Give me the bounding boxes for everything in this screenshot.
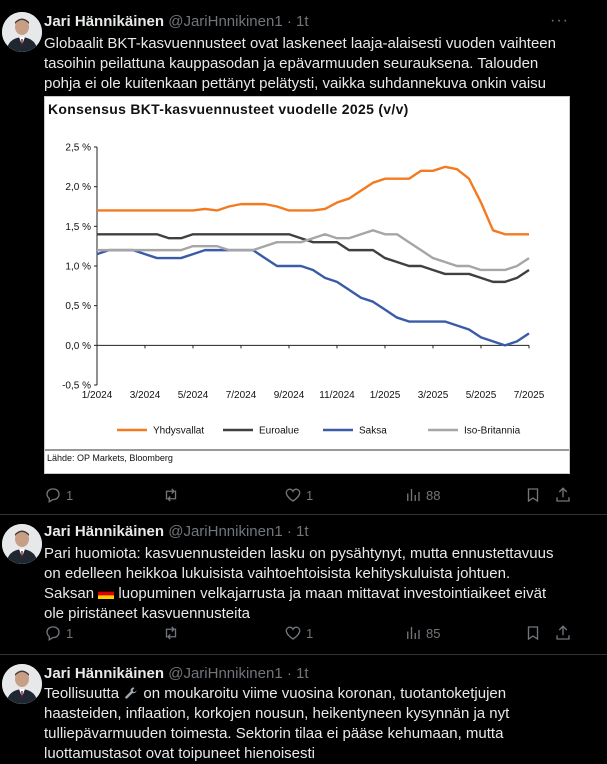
tweet-text: Teollisuutta on moukaroitu viime vuosina… [44,684,564,764]
y-tick-label: 2,5 % [65,143,91,154]
x-tick-label: 3/2025 [418,390,449,401]
views-button[interactable]: 85 [404,624,440,642]
legend-label: Saksa [359,426,387,437]
y-tick-label: 0,5 % [65,301,91,312]
timestamp[interactable]: · 1t [286,523,309,540]
avatar[interactable] [2,12,42,52]
reply-icon [46,626,60,641]
y-tick-label: 1,0 % [65,262,91,273]
views-icon [407,489,420,501]
x-tick-label: 7/2025 [514,390,545,401]
bookmark-button[interactable] [524,486,542,504]
x-tick-label: 5/2025 [466,390,497,401]
series-line-3 [97,229,530,272]
repost-button[interactable] [162,486,184,504]
bookmark-icon [527,626,539,641]
series-line-0 [97,165,529,236]
series-line-1 [97,233,530,284]
tweet-text-part: Teollisuutta [44,685,120,702]
x-tick-label: 5/2024 [178,390,209,401]
germany-flag-icon [98,588,115,599]
chart-image[interactable]: Konsensus BKT-kasvuennusteet vuodelle 20… [44,96,570,474]
avatar[interactable] [2,524,42,564]
x-tick-label: 7/2024 [226,390,257,401]
tweet-text: Pari huomiota: kasvuennusteiden lasku on… [44,544,564,624]
repost-icon [165,626,177,640]
views-icon [407,627,420,639]
chart-title: Konsensus BKT-kasvuennusteet vuodelle 20… [48,101,409,117]
views-button[interactable]: 88 [404,486,440,504]
tweet[interactable]: Jari Hännikäinen @JariHnnikinen1 · 1t Pa… [0,514,607,655]
share-button[interactable] [554,486,572,504]
more-options-icon[interactable]: ··· [550,12,569,29]
like-button[interactable]: 1 [284,624,313,642]
tweet-text: Globaalit BKT-kasvuennusteet ovat lasken… [44,35,556,92]
tweet[interactable]: Jari Hännikäinen @JariHnnikinen1 · 1t Te… [0,654,607,762]
person-avatar-icon [2,12,42,52]
person-avatar-icon [2,664,42,704]
legend-label: Iso-Britannia [464,426,521,437]
reply-icon [46,488,60,503]
x-tick-label: 1/2024 [82,390,113,401]
x-tick-label: 3/2024 [130,390,161,401]
tweet-text-part: Pari huomiota: kasvuennusteiden lasku on… [44,545,554,602]
y-tick-label: -0,5 % [62,381,91,392]
legend-label: Euroalue [259,426,299,437]
author-name[interactable]: Jari Hännikäinen [44,665,165,682]
y-tick-label: 2,0 % [65,182,91,193]
reply-button[interactable]: 1 [44,624,73,642]
legend-label: Yhdysvallat [153,426,204,437]
repost-icon [165,488,177,502]
bookmark-button[interactable] [524,624,542,642]
repost-button[interactable] [162,624,184,642]
y-tick-label: 0,0 % [65,341,91,352]
tweet-text-part: luopuminen velkajarrusta ja maan mittava… [44,585,547,622]
avatar[interactable] [2,664,42,704]
author-handle[interactable]: @JariHnnikinen1 [168,665,283,682]
x-tick-label: 11/2024 [319,390,355,401]
x-tick-label: 1/2025 [370,390,401,401]
heart-icon [285,488,301,502]
author-handle[interactable]: @JariHnnikinen1 [168,523,283,540]
person-avatar-icon [2,524,42,564]
tweet[interactable]: Jari Hännikäinen @JariHnnikinen1 · 1t ··… [0,0,607,515]
timestamp[interactable]: · 1t [286,13,309,30]
reply-count: 1 [66,625,74,641]
y-tick-label: 1,5 % [65,222,91,233]
reply-button[interactable]: 1 [44,486,73,504]
x-tick-label: 9/2024 [274,390,305,401]
chart-source: Lähde: OP Markets, Bloomberg [47,453,173,463]
series-line-2 [96,248,530,347]
author-name[interactable]: Jari Hännikäinen [44,523,165,540]
like-count: 1 [306,625,314,641]
author-handle[interactable]: @JariHnnikinen1 [168,13,283,30]
share-button[interactable] [554,624,572,642]
bookmark-icon [527,488,539,503]
line-chart: 2,5 %2,0 %1,5 %1,0 %0,5 %0,0 %-0,5 %1/20… [45,143,569,451]
view-count: 88 [426,487,441,503]
author-name[interactable]: Jari Hännikäinen [44,13,165,30]
view-count: 85 [426,625,441,641]
share-icon [556,487,570,502]
timestamp[interactable]: · 1t [286,665,309,682]
heart-icon [285,626,301,640]
reply-count: 1 [66,487,74,503]
wrench-icon [125,687,137,699]
share-icon [556,625,570,640]
tweet-text-part: on moukaroitu viime vuosina koronan, tuo… [44,685,510,762]
like-count: 1 [306,487,314,503]
like-button[interactable]: 1 [284,486,313,504]
